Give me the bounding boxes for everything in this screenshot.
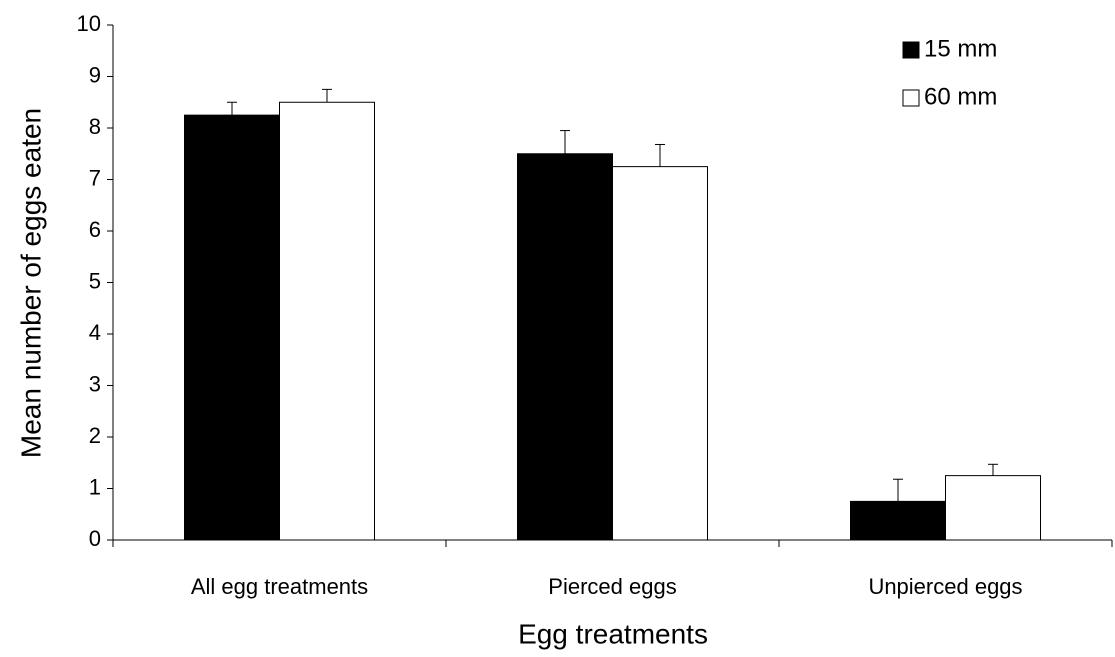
y-tick-label: 6: [89, 217, 101, 242]
bar: [612, 166, 708, 541]
y-tick-label: 10: [77, 11, 101, 36]
y-axis-title: Mean number of eggs eaten: [15, 108, 46, 458]
y-tick-label: 3: [89, 371, 101, 396]
y-tick-label: 2: [89, 423, 101, 448]
legend-swatch: [902, 89, 920, 107]
bar: [945, 475, 1041, 541]
y-tick-label: 1: [89, 474, 101, 499]
bar: [517, 153, 613, 541]
y-tick-label: 5: [89, 268, 101, 293]
legend-label: 15 mm: [924, 35, 997, 62]
legend-swatch: [902, 41, 920, 59]
x-axis-title: Egg treatments: [518, 618, 708, 649]
legend-label: 60 mm: [924, 83, 997, 110]
x-tick-label: Pierced eggs: [548, 574, 676, 599]
y-tick-label: 4: [89, 320, 101, 345]
y-tick-label: 0: [89, 526, 101, 551]
y-tick-label: 7: [89, 165, 101, 190]
y-tick-label: 9: [89, 62, 101, 87]
y-tick-label: 8: [89, 114, 101, 139]
bar: [850, 500, 946, 541]
bar: [279, 101, 375, 541]
x-tick-label: All egg treatments: [191, 574, 368, 599]
bar: [184, 114, 280, 541]
x-tick-label: Unpierced eggs: [868, 574, 1022, 599]
